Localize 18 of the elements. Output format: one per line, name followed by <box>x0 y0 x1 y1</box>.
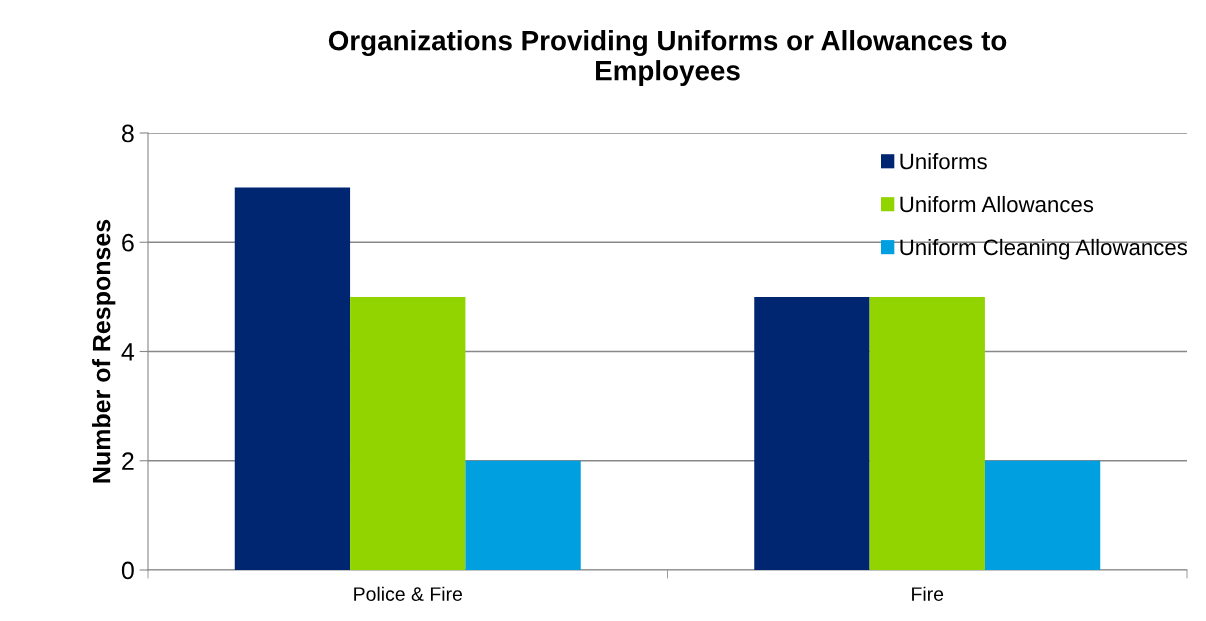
x-tick-label: Police & Fire <box>354 586 462 601</box>
y-tick-label: 0 <box>121 561 134 580</box>
y-axis-title: Number of Responses <box>92 219 116 483</box>
bar <box>754 296 870 570</box>
legend-label: Uniform Allowances <box>900 195 1094 213</box>
bar <box>350 296 466 570</box>
bar <box>234 187 351 570</box>
y-tick-label: 8 <box>121 124 134 143</box>
legend-label: Uniform Cleaning Allowances <box>900 238 1187 260</box>
x-tick-label: Fire <box>912 586 944 601</box>
y-tick-label: 6 <box>122 233 134 252</box>
y-tick-label: 4 <box>121 343 135 361</box>
y-tick-label: 2 <box>122 452 134 470</box>
bar <box>465 460 581 570</box>
chart-title: Organizations Providing Uniforms or Allowances to Employees <box>328 30 1007 86</box>
bar <box>984 460 1101 570</box>
legend-label: Uniforms <box>900 153 987 170</box>
bar <box>869 296 985 570</box>
